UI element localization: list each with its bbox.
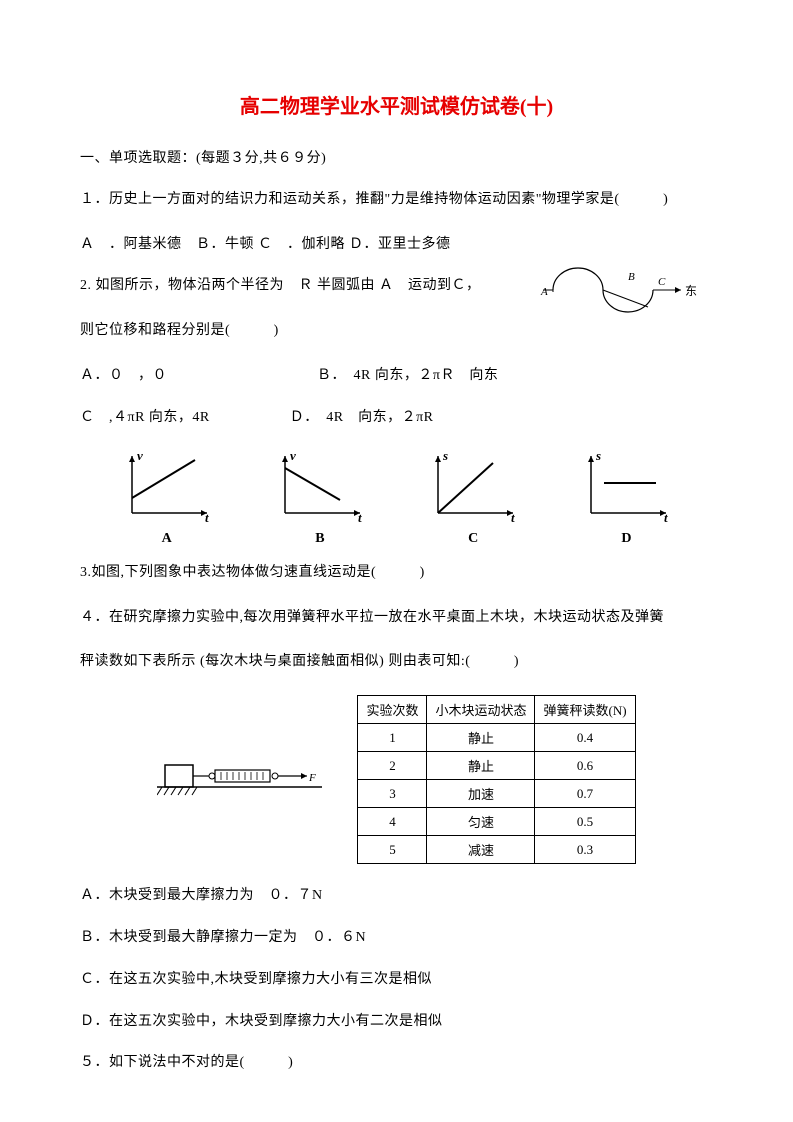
q4-option-a: Ａ．木块受到最大摩擦力为 ０．７N [80,884,713,904]
graph-a: v t A [117,448,217,547]
q2-option-a: Ａ．０ ，０ [80,364,167,384]
svg-text:t: t [358,510,362,523]
svg-text:s: s [442,448,448,463]
question-5-text: ５．如下说法中不对的是( ) [80,1052,713,1074]
question-2-text-2: 则它位移和路程分别是( ) [80,320,713,342]
table-header-3: 弹簧秤读数(N) [535,696,635,724]
q2-option-d: Ｄ． 4R 向东，２πR [290,406,434,426]
svg-text:s: s [595,448,601,463]
table-cell: 静止 [427,752,535,780]
graph-b: v t B [270,448,370,547]
section-1-heading: 一、单项选取题：(每题３分,共６９分) [80,147,713,167]
table-row: 1静止0.4 [358,724,635,752]
experiment-table: 实验次数 小木块运动状态 弹簧秤读数(N) 1静止0.42静止0.63加速0.7… [357,695,635,864]
table-cell: 0.7 [535,780,635,808]
question-3-text: 3.如图,下列图象中表达物体做匀速直线运动是( ) [80,562,713,584]
table-cell: 0.5 [535,808,635,836]
label-b: B [628,271,635,283]
semicircle-diagram: A B C 东 [533,265,713,315]
q4-option-b: Ｂ．木块受到最大静摩擦力一定为 ０．６N [80,926,713,946]
question-1-options: Ａ ．阿基米德 Ｂ．牛顿 Ｃ ．伽利略 Ｄ．亚里士多德 [80,233,713,253]
svg-text:v: v [290,448,296,463]
label-a: A [540,286,548,298]
question-4-text-1: ４．在研究摩擦力实验中,每次用弹簧秤水平拉一放在水平桌面上木块，木块运动状态及弹… [80,607,713,629]
q4-option-c: Ｃ．在这五次实验中,木块受到摩擦力大小有三次是相似 [80,968,713,988]
question-2-options-row-1: Ａ．０ ，０ Ｂ． 4R 向东，２πＲ 向东 [80,364,713,384]
table-cell: 静止 [427,724,535,752]
svg-text:t: t [664,510,668,523]
question-2-container: 2. 如图所示，物体沿两个半径为 Ｒ 半圆弧由 Ａ 运动到Ｃ， 则它位移和路程分… [80,275,713,342]
graph-c: s t C [423,448,523,547]
table-row: 2静止0.6 [358,752,635,780]
table-cell: 4 [358,808,427,836]
spring-block-diagram: F [157,755,327,805]
graph-d: s t D [576,448,676,547]
table-header-1: 实验次数 [358,696,427,724]
question-4-text-2: 秤读数如下表所示 (每次木块与桌面接触面相似) 则由表可知:( ) [80,651,713,673]
table-cell: 0.4 [535,724,635,752]
graphs-container: v t A v t B s t C [80,448,713,547]
question-1-text: １．历史上一方面对的结识力和运动关系，推翻"力是维持物体运动因素"物理学家是( … [80,189,713,211]
question-2-options-row-2: Ｃ ,４πR 向东，4R Ｄ． 4R 向东，２πR [80,406,713,426]
table-cell: 0.3 [535,836,635,864]
graph-b-label: B [315,531,324,547]
q4-option-d: Ｄ．在这五次实验中，木块受到摩擦力大小有二次是相似 [80,1010,713,1030]
graph-c-label: C [468,531,478,547]
table-row: 3加速0.7 [358,780,635,808]
label-east: 东 [685,284,697,298]
table-cell: 匀速 [427,808,535,836]
svg-text:v: v [137,448,143,463]
graph-a-label: A [162,531,172,547]
table-cell: 3 [358,780,427,808]
table-cell: 5 [358,836,427,864]
svg-text:t: t [205,510,209,523]
table-cell: 2 [358,752,427,780]
q2-option-b: Ｂ． 4R 向东，２πＲ 向东 [317,364,498,384]
q4-diagram-container: F 实验次数 小木块运动状态 弹簧秤读数(N) 1静止0.42静止0.63加速0… [80,695,713,864]
table-cell: 加速 [427,780,535,808]
table-cell: 0.6 [535,752,635,780]
q2-option-c: Ｃ ,４πR 向东，4R [80,406,210,426]
table-cell: 减速 [427,836,535,864]
label-c: C [658,276,666,288]
svg-text:t: t [511,510,515,523]
table-cell: 1 [358,724,427,752]
graph-d-label: D [621,531,631,547]
table-header-2: 小木块运动状态 [427,696,535,724]
svg-text:F: F [308,772,316,784]
exam-title: 高二物理学业水平测试模仿试卷(十) [80,90,713,119]
table-row: 5减速0.3 [358,836,635,864]
table-row: 4匀速0.5 [358,808,635,836]
